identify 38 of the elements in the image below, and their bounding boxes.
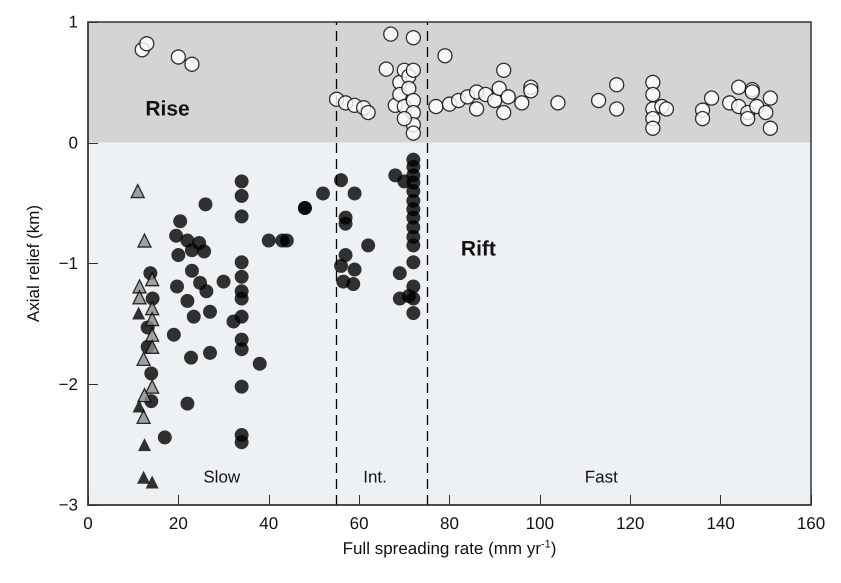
y-axis-title: Axial relief (km) — [24, 204, 43, 322]
point — [145, 312, 160, 326]
point — [132, 306, 146, 320]
point — [145, 301, 160, 316]
x-tick-label: 80 — [440, 514, 459, 533]
x-tick-label: 160 — [796, 514, 826, 533]
x-tick-label: 60 — [350, 514, 369, 533]
point — [145, 340, 160, 354]
point — [146, 476, 159, 489]
point — [132, 279, 147, 294]
x-tick-label: 140 — [706, 514, 735, 533]
point — [145, 380, 160, 394]
y-tick-label: 1 — [68, 12, 78, 32]
annotation: Slow — [203, 467, 241, 486]
x-tick-label: 40 — [259, 514, 278, 533]
point — [145, 328, 160, 342]
annotation: Fast — [584, 467, 618, 486]
x-tick-label: 120 — [616, 514, 644, 533]
point — [137, 470, 150, 484]
y-tick-label: −1 — [58, 254, 78, 273]
annotation: Int. — [363, 467, 387, 486]
point — [132, 399, 146, 412]
x-tick-label: 0 — [83, 514, 93, 533]
x-tick-label: 20 — [168, 514, 188, 533]
point — [132, 290, 147, 304]
point — [130, 184, 145, 198]
point — [137, 233, 152, 248]
annotation: Rift — [460, 238, 496, 261]
y-tick-label: 0 — [68, 133, 78, 152]
y-tick-label: −3 — [58, 496, 78, 514]
point — [136, 352, 151, 366]
point — [137, 388, 152, 402]
annotation: Rise — [145, 97, 190, 120]
point — [136, 410, 151, 424]
y-tick-label: −2 — [58, 374, 78, 394]
point — [145, 272, 160, 286]
point — [138, 438, 151, 452]
x-tick-label: 100 — [526, 514, 554, 533]
